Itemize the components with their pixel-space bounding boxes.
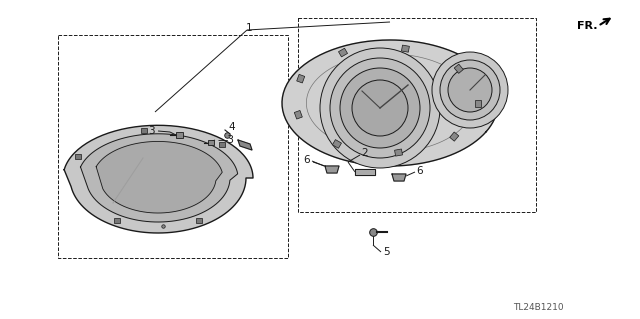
Bar (75, 154, 81, 159)
Circle shape (440, 60, 500, 120)
Text: 5: 5 (383, 247, 390, 257)
Bar (208, 140, 214, 145)
Circle shape (352, 80, 408, 136)
Bar (395, 149, 403, 156)
Polygon shape (282, 40, 498, 166)
Polygon shape (355, 169, 375, 175)
Bar (454, 64, 463, 73)
Bar (114, 218, 120, 223)
Bar (339, 48, 348, 57)
Circle shape (330, 58, 430, 158)
Polygon shape (325, 166, 339, 173)
Bar (196, 218, 202, 223)
Bar (219, 142, 225, 147)
Bar (450, 132, 459, 141)
Bar (176, 132, 183, 138)
Text: 2: 2 (361, 148, 367, 158)
Text: TL24B1210: TL24B1210 (513, 303, 563, 313)
Bar (141, 129, 147, 133)
Bar (294, 110, 302, 119)
Text: —3: —3 (217, 135, 234, 145)
Circle shape (320, 48, 440, 168)
Bar (297, 74, 305, 83)
Text: 4: 4 (228, 122, 235, 132)
Polygon shape (64, 125, 253, 233)
Text: 3: 3 (148, 126, 155, 136)
Text: 1: 1 (246, 23, 252, 33)
Circle shape (340, 68, 420, 148)
Text: 6: 6 (303, 155, 310, 165)
Text: 6: 6 (416, 166, 422, 176)
Text: FR.: FR. (577, 21, 598, 31)
Bar (475, 100, 481, 107)
Polygon shape (392, 174, 406, 181)
Bar (401, 45, 410, 52)
Polygon shape (96, 141, 222, 213)
Circle shape (448, 68, 492, 112)
Circle shape (432, 52, 508, 128)
Polygon shape (238, 140, 252, 150)
Polygon shape (81, 134, 237, 222)
Bar (332, 140, 342, 148)
